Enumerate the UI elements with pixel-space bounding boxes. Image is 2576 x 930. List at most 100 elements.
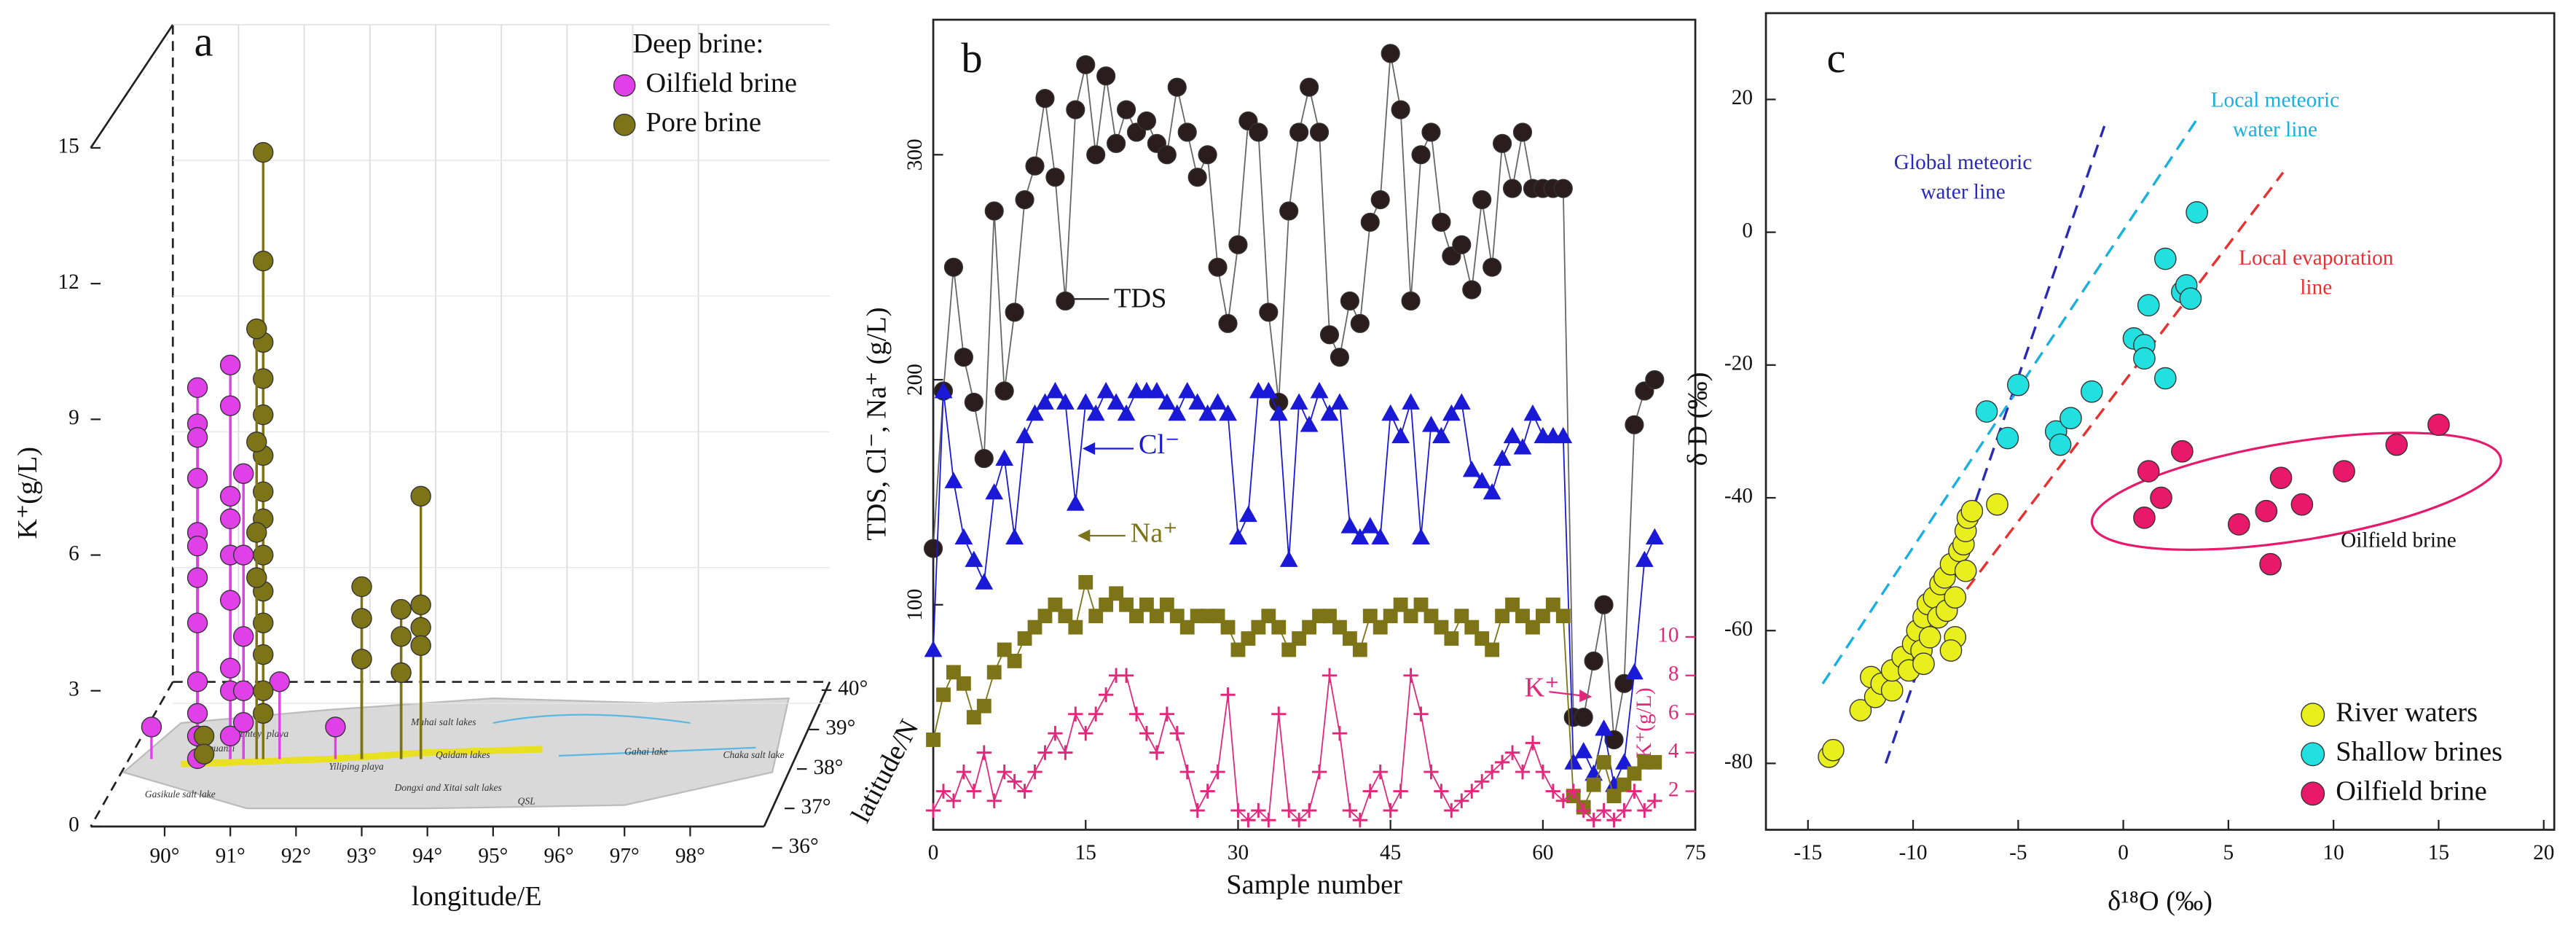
point [1625, 663, 1644, 680]
line-label: Global meteoric [1894, 151, 2033, 174]
point [1555, 609, 1571, 624]
map-label: Gahai lake [624, 746, 668, 757]
point [1129, 609, 1144, 624]
x-tick-label: 93° [347, 845, 377, 868]
point [1015, 189, 1034, 210]
y-axis-label: δ D (‰) [1683, 372, 1713, 466]
x-tick-label: 98° [675, 845, 705, 868]
point [1218, 313, 1238, 333]
point [2150, 486, 2172, 509]
point [1880, 679, 1904, 702]
point [1107, 393, 1126, 410]
point [2385, 433, 2408, 456]
point [232, 463, 254, 485]
point [1168, 404, 1187, 421]
point [1627, 784, 1642, 799]
point [2006, 373, 2030, 396]
point [1996, 426, 2019, 450]
point [1391, 100, 1410, 120]
y-tick-label: 0 [68, 813, 79, 837]
x-tick-label: 96° [544, 845, 574, 868]
point [1515, 609, 1530, 624]
point [1627, 766, 1642, 781]
line-label: line [2300, 276, 2332, 299]
panel-letter: b [961, 34, 982, 82]
point [1048, 597, 1063, 612]
point [1271, 620, 1287, 635]
x-tick-label: 75 [1684, 841, 1705, 864]
point [1027, 764, 1042, 780]
point [1421, 122, 1441, 142]
point [351, 608, 372, 629]
point [1157, 145, 1177, 165]
line-label: water line [2233, 118, 2317, 141]
point [1637, 802, 1652, 818]
point [986, 793, 1002, 808]
point [253, 544, 274, 566]
map-rivers [492, 714, 756, 757]
point [269, 671, 290, 692]
point [1169, 609, 1185, 624]
point [1434, 620, 1449, 635]
point [1241, 813, 1256, 828]
point [1046, 382, 1064, 399]
panel-letter: a [195, 18, 213, 66]
point [1485, 764, 1500, 780]
point [410, 617, 431, 638]
point [1056, 393, 1075, 410]
x-tick-label: 91° [216, 845, 246, 868]
point [1595, 719, 1613, 736]
legend-swatch [613, 74, 636, 97]
point [1086, 145, 1106, 165]
point [1249, 122, 1268, 142]
point [1373, 620, 1388, 635]
x-tick-label: 15 [1075, 841, 1096, 864]
x-tick-label: 5 [2223, 841, 2234, 864]
point [186, 426, 208, 448]
point [1553, 179, 1573, 198]
point [1381, 404, 1400, 421]
point [2427, 413, 2450, 437]
point [1586, 777, 1601, 792]
point [1332, 726, 1348, 741]
point [1230, 642, 1246, 657]
point [1413, 706, 1429, 722]
point [1566, 784, 1581, 799]
point [986, 665, 1002, 680]
point [1444, 631, 1459, 646]
point [1281, 642, 1297, 657]
point [1319, 325, 1340, 345]
reference-line [1821, 118, 2199, 685]
point [1068, 706, 1083, 722]
x-axis-label: δ¹⁸O (‰) [2108, 886, 2212, 917]
point [253, 680, 274, 701]
point [1279, 550, 1298, 567]
point [2133, 507, 2156, 529]
point [1545, 784, 1560, 799]
point [1647, 754, 1662, 770]
point [1210, 764, 1225, 780]
y-tick-label: 3 [68, 677, 79, 700]
point [2171, 439, 2194, 463]
point [935, 784, 951, 799]
x-tick-label: 94° [412, 845, 442, 868]
point [1413, 597, 1429, 612]
point [253, 481, 274, 502]
legend-label: Pore brine [646, 107, 762, 138]
y-tick-label: 9 [68, 406, 79, 429]
panel-b-frame [932, 18, 1697, 831]
point [2049, 433, 2072, 456]
point [1383, 609, 1398, 624]
point [944, 472, 963, 488]
point [193, 743, 215, 765]
point [390, 662, 412, 684]
point [1292, 631, 1307, 646]
point [1464, 784, 1480, 799]
point [934, 382, 953, 399]
point [1169, 726, 1185, 741]
point [995, 449, 1014, 466]
point [975, 573, 994, 590]
point [253, 404, 274, 426]
point [1432, 426, 1450, 444]
